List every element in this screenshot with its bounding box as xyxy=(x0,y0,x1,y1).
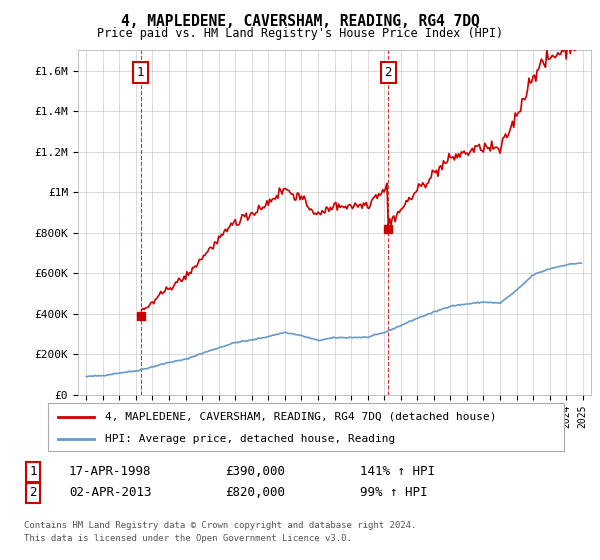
Text: £390,000: £390,000 xyxy=(225,465,285,478)
Text: £820,000: £820,000 xyxy=(225,486,285,500)
Text: Contains HM Land Registry data © Crown copyright and database right 2024.: Contains HM Land Registry data © Crown c… xyxy=(24,521,416,530)
Text: 2: 2 xyxy=(29,486,37,500)
Text: This data is licensed under the Open Government Licence v3.0.: This data is licensed under the Open Gov… xyxy=(24,534,352,543)
Text: 4, MAPLEDENE, CAVERSHAM, READING, RG4 7DQ (detached house): 4, MAPLEDENE, CAVERSHAM, READING, RG4 7D… xyxy=(105,412,496,422)
Text: 99% ↑ HPI: 99% ↑ HPI xyxy=(360,486,427,500)
Text: 141% ↑ HPI: 141% ↑ HPI xyxy=(360,465,435,478)
Text: 4, MAPLEDENE, CAVERSHAM, READING, RG4 7DQ: 4, MAPLEDENE, CAVERSHAM, READING, RG4 7D… xyxy=(121,14,479,29)
Text: 02-APR-2013: 02-APR-2013 xyxy=(69,486,151,500)
Text: 1: 1 xyxy=(137,66,145,79)
Text: 17-APR-1998: 17-APR-1998 xyxy=(69,465,151,478)
Text: 1: 1 xyxy=(29,465,37,478)
Text: 2: 2 xyxy=(385,66,392,79)
Text: Price paid vs. HM Land Registry's House Price Index (HPI): Price paid vs. HM Land Registry's House … xyxy=(97,27,503,40)
Text: HPI: Average price, detached house, Reading: HPI: Average price, detached house, Read… xyxy=(105,434,395,444)
